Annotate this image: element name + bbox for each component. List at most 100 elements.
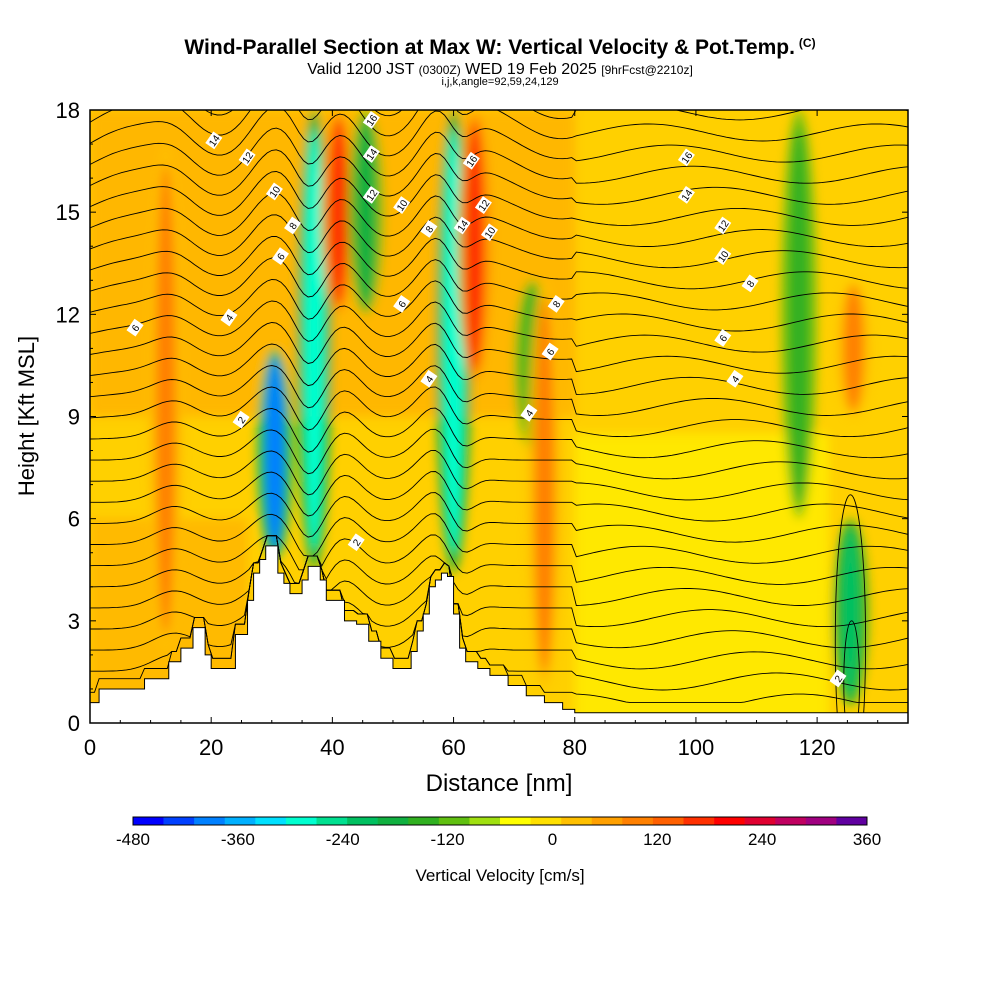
colorbar-swatch: [285, 817, 317, 825]
isentrope-line: [90, 214, 908, 269]
contour-label: 6: [126, 318, 144, 337]
contour-label-bg: [462, 151, 480, 170]
updraft-core: [464, 120, 485, 372]
contour-label: 12: [362, 185, 381, 204]
contour-label-text: 6: [276, 251, 288, 262]
isentrope-line: [90, 192, 908, 248]
contour-label: 2: [347, 533, 365, 552]
terrain: [90, 545, 908, 723]
colorbar-swatch: [133, 817, 164, 825]
contour-label: 8: [547, 294, 565, 313]
contour-label-bg: [714, 247, 732, 266]
chart-title: Wind-Parallel Section at Max W: Vertical…: [0, 36, 1000, 60]
contour-label-bg: [829, 669, 847, 688]
colorbar-swatch: [163, 817, 195, 825]
isentrope-line: [90, 535, 908, 606]
isentrope-line: [90, 428, 908, 480]
contour-label: 10: [480, 223, 499, 242]
colorbar-swatch: [683, 817, 715, 825]
contour-label-text: 6: [397, 299, 409, 310]
contour-label-bg: [393, 294, 411, 313]
y-tick-label: 15: [56, 200, 80, 225]
contour-label-bg: [271, 247, 289, 266]
y-tick-label: 9: [68, 405, 80, 430]
contour-label-text: 4: [730, 374, 742, 385]
contour-label-bg: [714, 216, 732, 235]
section-params: i,j,k,angle=92,59,24,129: [441, 76, 559, 88]
contour-label: 16: [362, 111, 381, 129]
terrain-profile: [90, 545, 908, 723]
contour-label-text: 8: [288, 221, 300, 232]
closed-contour: [843, 620, 860, 723]
title-text: Wind-Parallel Section at Max W: Vertical…: [184, 36, 795, 59]
y-axis: 0 3 6 9 12 15 18: [56, 98, 908, 736]
colorbar-swatch: [805, 817, 837, 825]
contour-label-bg: [393, 196, 411, 214]
contour-label-bg: [420, 220, 438, 238]
colorbar-swatch: [347, 817, 378, 825]
colorbar-swatch: [775, 817, 807, 825]
colorbar-swatch: [530, 817, 562, 825]
contour-label-text: 4: [424, 374, 436, 385]
colorbar: -480 -360 -240 -120 0 120 240 360: [116, 816, 881, 849]
contour-label-text: 2: [833, 674, 845, 685]
field-features: [90, 110, 872, 723]
contour-label: 6: [714, 328, 732, 347]
contour-label-bg: [220, 308, 238, 327]
isentrope-line: [90, 343, 908, 395]
field-band: [574, 433, 830, 723]
x-tick-label: 120: [799, 735, 836, 760]
valid-time: Valid 1200 JST (0300Z) WED 19 Feb 2025 […: [0, 61, 1000, 79]
contour-label-text: 4: [224, 313, 236, 324]
colorbar-swatch: [622, 817, 654, 825]
valid-utc: (0300Z): [418, 63, 461, 77]
valid-jst: Valid 1200 JST: [307, 61, 415, 78]
contour-label-bg: [726, 369, 744, 388]
contour-label: 12: [238, 148, 256, 167]
contour-label: 16: [677, 148, 696, 167]
forecast-info: [9hrFcst@2210z]: [601, 63, 693, 77]
isentrope-line: [90, 535, 908, 691]
updraft-core: [328, 118, 349, 307]
contour-label-bg: [714, 328, 732, 347]
colorbar-swatch: [744, 817, 776, 825]
contour-label: 4: [420, 369, 438, 388]
closed-contour: [834, 494, 867, 723]
colorbar-tick-label: 360: [853, 830, 881, 849]
contour-label: 4: [220, 308, 238, 327]
contour-label-text: 8: [424, 224, 436, 235]
colorbar-swatch: [255, 817, 287, 825]
isentrope-line: [90, 471, 908, 522]
contour-label-text: 6: [718, 333, 730, 344]
contour-label-bg: [453, 216, 471, 235]
colorbar-swatch: [836, 817, 868, 825]
isentrope-line: [90, 110, 908, 163]
contour-label-bg: [232, 410, 250, 429]
contour-label: 2: [829, 669, 847, 688]
contour-label-bg: [265, 182, 283, 201]
isentrope-line: [90, 535, 908, 670]
contour-label-text: 6: [545, 347, 557, 358]
y-tick-label: 12: [56, 302, 80, 327]
downdraft-core: [355, 118, 376, 307]
contour-label-bg: [205, 131, 223, 150]
colorbar-frame: [132, 816, 868, 826]
y-axis-label: Height [Kft MSL]: [14, 336, 39, 496]
contour-label-bg: [474, 196, 492, 214]
contour-label-bg: [347, 533, 365, 552]
y-tick-label: 18: [56, 98, 80, 123]
isentrope-line: [90, 236, 908, 290]
contour-label-text: 2: [351, 537, 363, 548]
isentrope-line: [90, 365, 908, 416]
contour-label: 4: [726, 369, 744, 388]
contour-label: 14: [205, 131, 223, 150]
contour-label-text: 4: [524, 408, 536, 419]
y-tick-label: 0: [68, 711, 80, 736]
contour-label: 10: [393, 196, 411, 214]
contour-label-bg: [480, 223, 499, 242]
isentrope-line: [90, 492, 908, 543]
x-tick-label: 60: [441, 735, 465, 760]
y-tick-label: 3: [68, 609, 80, 634]
